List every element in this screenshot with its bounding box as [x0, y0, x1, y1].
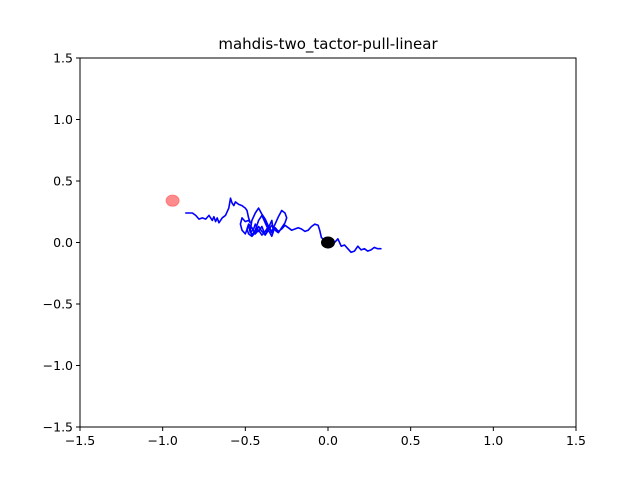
marker-point-1 — [321, 236, 335, 249]
x-tick-label: 0.0 — [318, 433, 338, 448]
y-tick-label: −1.0 — [43, 358, 73, 373]
y-tick-label: −0.5 — [43, 297, 73, 312]
x-tick-label: 1.5 — [566, 433, 586, 448]
x-tick-label: −1.5 — [65, 433, 95, 448]
series-line-0 — [185, 197, 382, 254]
axis-ticks: −1.5 −1.0 −0.5 0.0 0.5 1.0 1.5 1.5 1.0 0.5 0.0 −0.5… — [43, 51, 586, 449]
y-tick-label: 1.5 — [53, 51, 73, 66]
y-tick-label: 0.5 — [53, 174, 73, 189]
x-tick-label: 1.0 — [483, 433, 503, 448]
marker-point-0 — [165, 194, 180, 207]
x-tick-label: −0.5 — [230, 433, 260, 448]
chart-title: mahdis-two_tactor-pull-linear — [218, 35, 438, 54]
plot-area — [165, 194, 382, 254]
y-tick-label: 0.0 — [53, 235, 73, 250]
x-tick-label: 0.5 — [401, 433, 421, 448]
y-tick-label: −1.5 — [43, 420, 73, 435]
x-tick-label: −1.0 — [147, 433, 177, 448]
y-tick-label: 1.0 — [53, 112, 73, 127]
